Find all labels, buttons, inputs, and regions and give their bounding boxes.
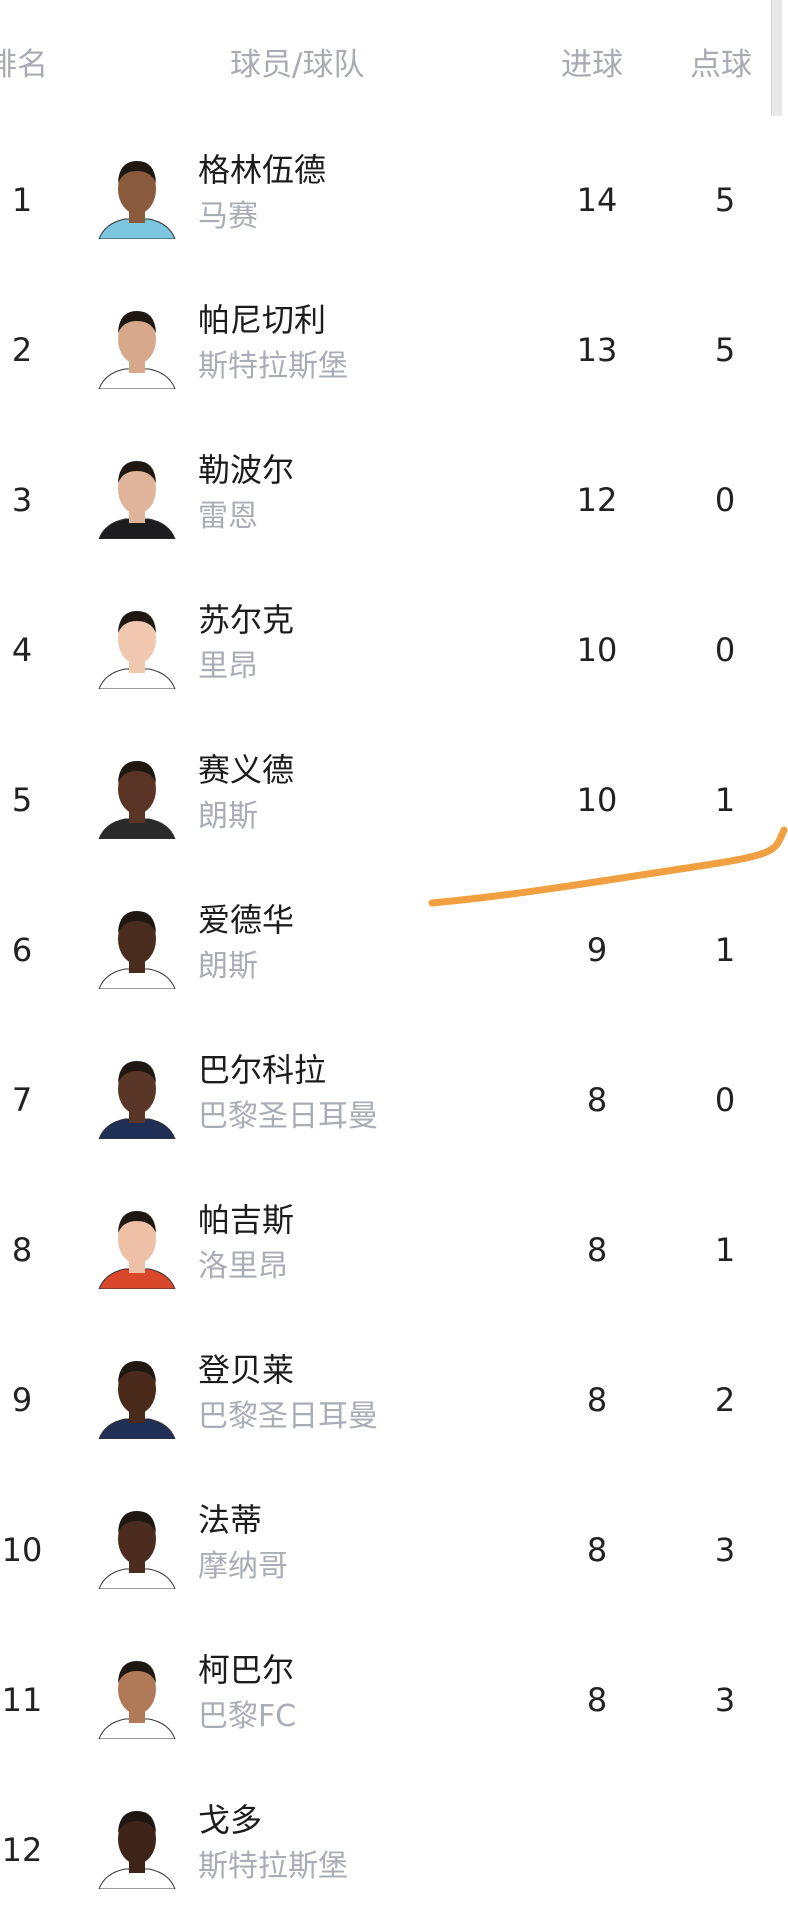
player-avatar — [95, 301, 179, 389]
rank: 10 — [1, 1531, 43, 1569]
player-avatar — [95, 601, 179, 689]
goals-value: 8 — [586, 1531, 608, 1569]
team-name[interactable]: 巴黎FC — [198, 1699, 297, 1734]
player-avatar — [95, 1651, 179, 1739]
team-name[interactable]: 巴黎圣日耳曼 — [198, 1399, 378, 1434]
goals-value: 10 — [576, 781, 618, 819]
team-name[interactable]: 巴黎圣日耳曼 — [198, 1099, 378, 1134]
rank: 2 — [11, 331, 33, 369]
player-avatar — [95, 151, 179, 239]
player-avatar — [95, 1051, 179, 1139]
penalties-value: 1 — [714, 1231, 736, 1269]
rank: 3 — [11, 481, 33, 519]
player-avatar — [95, 1351, 179, 1439]
penalties-value: 1 — [714, 781, 736, 819]
table-row[interactable]: 8 帕吉斯 洛里昂 8 1 — [0, 1175, 788, 1325]
player-name[interactable]: 爱德华 — [198, 901, 295, 939]
goals-value: 8 — [586, 1681, 608, 1719]
player-name[interactable]: 格林伍德 — [198, 151, 327, 189]
rank: 5 — [11, 781, 33, 819]
team-name[interactable]: 朗斯 — [198, 799, 258, 834]
player-name[interactable]: 柯巴尔 — [198, 1651, 295, 1689]
player-name[interactable]: 帕尼切利 — [198, 301, 327, 339]
team-name[interactable]: 马赛 — [198, 199, 258, 234]
team-name[interactable]: 斯特拉斯堡 — [198, 1849, 348, 1884]
penalties-value: 0 — [714, 1081, 736, 1119]
table-row[interactable]: 6 爱德华 朗斯 9 1 — [0, 875, 788, 1025]
table-row[interactable]: 7 巴尔科拉 巴黎圣日耳曼 8 0 — [0, 1025, 788, 1175]
rank: 9 — [11, 1381, 33, 1419]
goals-value: 10 — [576, 631, 618, 669]
table-row[interactable]: 3 勒波尔 雷恩 12 0 — [0, 425, 788, 575]
team-name[interactable]: 雷恩 — [198, 499, 258, 534]
penalties-value: 0 — [714, 631, 736, 669]
player-name[interactable]: 赛义德 — [198, 751, 295, 789]
player-name[interactable]: 巴尔科拉 — [198, 1051, 327, 1089]
goals-value: 8 — [586, 1231, 608, 1269]
player-avatar — [95, 1501, 179, 1589]
rank: 12 — [1, 1831, 43, 1869]
team-name[interactable]: 里昂 — [198, 649, 258, 684]
rank: 6 — [11, 931, 33, 969]
goals-value: 12 — [576, 481, 618, 519]
table-row[interactable]: 2 帕尼切利 斯特拉斯堡 13 5 — [0, 275, 788, 425]
team-name[interactable]: 朗斯 — [198, 949, 258, 984]
rank: 11 — [1, 1681, 43, 1719]
player-avatar — [95, 1201, 179, 1289]
player-avatar — [95, 901, 179, 989]
player-name[interactable]: 苏尔克 — [198, 601, 295, 639]
penalties-value: 2 — [714, 1381, 736, 1419]
player-name[interactable]: 登贝莱 — [198, 1351, 295, 1389]
scrollbar[interactable] — [771, 0, 782, 116]
team-name[interactable]: 斯特拉斯堡 — [198, 349, 348, 384]
penalties-value: 5 — [714, 181, 736, 219]
table-row[interactable]: 1 格林伍德 马赛 14 5 — [0, 125, 788, 275]
team-name[interactable]: 摩纳哥 — [198, 1549, 288, 1584]
player-name[interactable]: 勒波尔 — [198, 451, 295, 489]
player-name[interactable]: 帕吉斯 — [198, 1201, 295, 1239]
table-row[interactable]: 9 登贝莱 巴黎圣日耳曼 8 2 — [0, 1325, 788, 1475]
header-player-team: 球员/球队 — [230, 47, 365, 83]
table-row[interactable]: 5 赛义德 朗斯 10 1 — [0, 725, 788, 875]
table-row[interactable]: 4 苏尔克 里昂 10 0 — [0, 575, 788, 725]
penalties-value: 3 — [714, 1681, 736, 1719]
player-avatar — [95, 1801, 179, 1889]
player-name[interactable]: 戈多 — [198, 1801, 263, 1839]
goals-value: 8 — [586, 1081, 608, 1119]
goals-value: 13 — [576, 331, 618, 369]
player-avatar — [95, 751, 179, 839]
rank: 8 — [11, 1231, 33, 1269]
table-row[interactable]: 12 戈多 斯特拉斯堡 — [0, 1775, 788, 1925]
header-penalties[interactable]: 点球 — [690, 47, 752, 83]
goals-value: 14 — [576, 181, 618, 219]
penalties-value: 0 — [714, 481, 736, 519]
player-name[interactable]: 法蒂 — [198, 1501, 263, 1539]
table-row[interactable]: 10 法蒂 摩纳哥 8 3 — [0, 1475, 788, 1625]
header-goals[interactable]: 进球 — [561, 47, 623, 83]
rank: 4 — [11, 631, 33, 669]
penalties-value: 1 — [714, 931, 736, 969]
table-row[interactable]: 11 柯巴尔 巴黎FC 8 3 — [0, 1625, 788, 1775]
header-rank[interactable]: 排名 — [0, 47, 48, 83]
goals-value: 8 — [586, 1381, 608, 1419]
rank: 1 — [11, 181, 33, 219]
goals-value: 9 — [586, 931, 608, 969]
player-avatar — [95, 451, 179, 539]
team-name[interactable]: 洛里昂 — [198, 1249, 288, 1284]
penalties-value: 5 — [714, 331, 736, 369]
rank: 7 — [11, 1081, 33, 1119]
penalties-value: 3 — [714, 1531, 736, 1569]
